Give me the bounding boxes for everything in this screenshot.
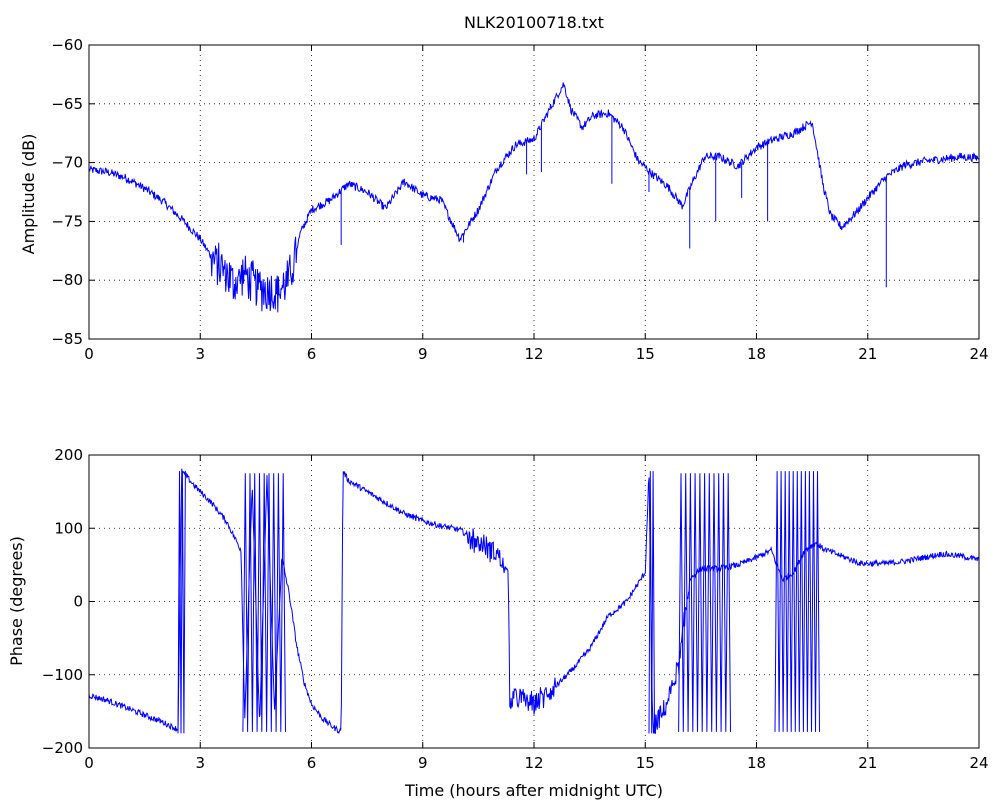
phase-x-tick-label: 15 bbox=[636, 754, 655, 772]
amplitude-series-line bbox=[88, 82, 980, 313]
phase-x-tick-label: 3 bbox=[195, 754, 205, 772]
phase-series-line bbox=[88, 468, 980, 735]
phase-ticks: 0 3 6 9 12 15 18 21 24 −200 −100 0 100 200 bbox=[42, 446, 989, 772]
phase-x-tick-label: 24 bbox=[969, 754, 988, 772]
amplitude-y-tick-label: −65 bbox=[51, 95, 83, 113]
amplitude-y-tick-label: −60 bbox=[51, 36, 83, 54]
phase-axes: 0 3 6 9 12 15 18 21 24 −200 −100 0 100 200 Phase (deg… bbox=[7, 446, 989, 800]
phase-x-tick-label: 12 bbox=[524, 754, 543, 772]
phase-phase-wrap-burst bbox=[177, 471, 186, 734]
phase-x-tick-label: 9 bbox=[418, 754, 428, 772]
amplitude-ticks: 0 3 6 9 12 15 18 21 24 −85 −80 −75 −70 −65 −60 bbox=[51, 36, 988, 363]
amplitude-axes: NLK20100718.txt 0 3 6 9 12 15 18 21 24 −85 −80 −75 −… bbox=[19, 13, 989, 363]
phase-y-tick-label: 100 bbox=[54, 519, 83, 537]
amplitude-y-tick-label: −75 bbox=[51, 212, 83, 230]
chart-title: NLK20100718.txt bbox=[464, 13, 604, 32]
phase-y-tick-label: −200 bbox=[42, 739, 83, 757]
amplitude-x-tick-label: 12 bbox=[524, 345, 543, 363]
phase-x-tick-label: 6 bbox=[307, 754, 317, 772]
phase-x-axis-label: Time (hours after midnight UTC) bbox=[404, 781, 663, 800]
amplitude-x-tick-label: 9 bbox=[418, 345, 428, 363]
amplitude-x-tick-label: 24 bbox=[969, 345, 988, 363]
phase-series bbox=[88, 468, 980, 735]
phase-x-tick-label: 0 bbox=[84, 754, 94, 772]
amplitude-y-tick-label: −85 bbox=[51, 330, 83, 348]
amplitude-y-tick-label: −80 bbox=[51, 271, 83, 289]
phase-y-tick-label: 0 bbox=[73, 593, 83, 611]
phase-x-tick-label: 21 bbox=[858, 754, 877, 772]
phase-y-axis-label: Phase (degrees) bbox=[7, 536, 26, 666]
phase-grid bbox=[89, 455, 979, 748]
phase-y-tick-label: −100 bbox=[42, 666, 83, 684]
amplitude-y-axis-label: Amplitude (dB) bbox=[19, 134, 38, 255]
amplitude-x-tick-label: 0 bbox=[84, 345, 94, 363]
phase-phase-wrap-burst bbox=[774, 471, 820, 732]
phase-y-tick-label: 200 bbox=[54, 446, 83, 464]
amplitude-y-tick-label: −70 bbox=[51, 154, 83, 172]
amplitude-x-tick-label: 18 bbox=[747, 345, 766, 363]
amplitude-x-tick-label: 3 bbox=[195, 345, 205, 363]
phase-phase-wrap-burst bbox=[648, 471, 655, 734]
amplitude-x-tick-label: 15 bbox=[636, 345, 655, 363]
amplitude-x-tick-label: 6 bbox=[307, 345, 317, 363]
phase-phase-wrap-burst bbox=[242, 473, 286, 732]
amplitude-grid bbox=[89, 45, 979, 339]
amplitude-series bbox=[88, 82, 980, 313]
phase-phase-wrap-burst bbox=[678, 473, 731, 732]
phase-x-tick-label: 18 bbox=[747, 754, 766, 772]
amplitude-x-tick-label: 21 bbox=[858, 345, 877, 363]
